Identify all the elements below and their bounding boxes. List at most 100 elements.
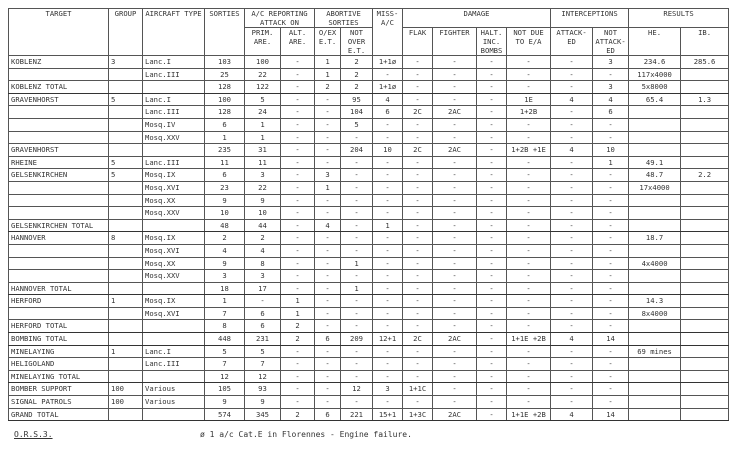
table-cell (680, 231, 730, 245)
table-cell: 1 (280, 306, 315, 321)
table-cell: - (550, 168, 594, 182)
header-row: PRIM. ARE. ALT. ARE. O/EX E.T. NOT OVER E.T… (9, 27, 730, 56)
table-cell: MINELAYING TOTAL (8, 369, 109, 384)
table-cell: 4 (550, 407, 594, 422)
table-cell: - (280, 168, 315, 182)
table-cell (680, 105, 730, 119)
table-cell (8, 105, 109, 119)
table-cell: - (314, 319, 341, 334)
table-cell: 31 (244, 143, 281, 157)
table-cell: - (476, 143, 507, 157)
table-cell: 5 (244, 92, 281, 107)
table-cell: - (592, 357, 630, 371)
table-cell: - (432, 231, 477, 245)
table-cell: - (372, 155, 403, 170)
table-cell: - (402, 306, 433, 321)
table-cell (142, 143, 205, 157)
table-cell: - (314, 130, 341, 145)
table-cell: - (476, 332, 507, 346)
table-cell: 2C (402, 105, 433, 119)
table-cell (680, 357, 730, 371)
reference: O.R.S.3. (14, 430, 53, 439)
table-cell: - (505, 256, 552, 271)
table-cell (8, 269, 109, 283)
table-cell: 3 (204, 269, 245, 283)
table-cell: - (476, 206, 507, 220)
table-cell (142, 80, 205, 94)
table-cell: 1 (340, 281, 373, 296)
table-cell: - (432, 256, 477, 271)
column-header: ABORTIVE SORTIES (314, 8, 373, 28)
table-cell: 100 (244, 55, 281, 69)
table-cell: 1.3 (680, 92, 730, 107)
table-cell: 5 (204, 344, 245, 359)
table-cell: 1+3C (402, 407, 433, 422)
table-cell: - (280, 143, 315, 157)
table-cell: - (402, 117, 433, 132)
table-cell (108, 80, 143, 94)
table-cell: - (505, 117, 552, 132)
table-cell: 10 (204, 206, 245, 220)
table-cell: - (340, 218, 373, 233)
table-cell: 1 (244, 130, 281, 145)
table-cell: 8x4000 (628, 306, 682, 321)
table-cell: - (340, 193, 373, 208)
table-cell: 1+1ø (372, 55, 403, 69)
table-cell: Mosq.XX (142, 193, 205, 208)
table-cell: 234.6 (628, 55, 682, 69)
table-cell (142, 369, 205, 384)
table-cell: 5 (340, 117, 373, 132)
table-cell: 6 (314, 407, 341, 422)
table-cell: 204 (340, 143, 373, 157)
table-cell: - (476, 269, 507, 283)
column-header: SORTIES (204, 8, 245, 56)
table-cell: 65.4 (628, 92, 682, 107)
table-cell (108, 206, 143, 220)
column-header: DAMAGE (401, 8, 552, 28)
table-cell: 48.7 (628, 168, 682, 182)
table-cell (8, 206, 109, 220)
table-cell: - (550, 180, 594, 195)
table-cell (108, 130, 143, 145)
sub-column-header: NOT ATTACK- ED (592, 27, 630, 56)
table-cell: - (505, 269, 552, 283)
table-cell: - (340, 269, 373, 283)
table-cell: - (314, 155, 341, 170)
table-cell: - (402, 243, 433, 258)
table-cell: 3 (244, 168, 281, 182)
table-row: Mosq.XVI 4 4- - - - - - - - - - (8, 243, 730, 258)
table-cell: KOBLENZ (8, 55, 109, 69)
column-header: TARGET (8, 8, 109, 56)
table-cell: - (314, 231, 341, 245)
table-cell (680, 281, 730, 296)
table-cell: 105 (204, 382, 245, 397)
table-cell: 2 (280, 407, 315, 422)
table-cell: - (476, 180, 507, 195)
table-cell: 285.6 (680, 55, 730, 69)
table-cell: 6 (244, 306, 281, 321)
table-cell: 2AC (432, 407, 477, 422)
table-cell: HERFORD (8, 294, 109, 308)
table-cell: - (372, 117, 403, 132)
table-cell: - (402, 319, 433, 334)
table-cell (8, 117, 109, 132)
table-cell: - (476, 117, 507, 132)
table-row: HERFORD TOTAL 8 6 2- - - - - - - - - (8, 319, 730, 334)
table-cell: - (372, 294, 403, 308)
table-cell: - (280, 231, 315, 245)
table-cell: - (476, 382, 507, 397)
table-cell: 12+1 (372, 332, 403, 346)
table-cell: Lanc.I (142, 55, 205, 69)
table-cell: - (432, 269, 477, 283)
table-cell: 1 (372, 218, 403, 233)
table-cell: - (280, 155, 315, 170)
table-cell (680, 256, 730, 271)
table-cell: - (372, 344, 403, 359)
table-cell (8, 243, 109, 258)
table-cell: 1+1C (402, 382, 433, 397)
table-cell: 4 (550, 92, 594, 107)
table-cell: GRAND TOTAL (8, 407, 109, 422)
table-row: HANNOVER TOTAL 18 17- -1- - - - - - - (8, 281, 730, 296)
table-cell: Mosq.XXV (142, 269, 205, 283)
table-cell: 1 (204, 130, 245, 145)
